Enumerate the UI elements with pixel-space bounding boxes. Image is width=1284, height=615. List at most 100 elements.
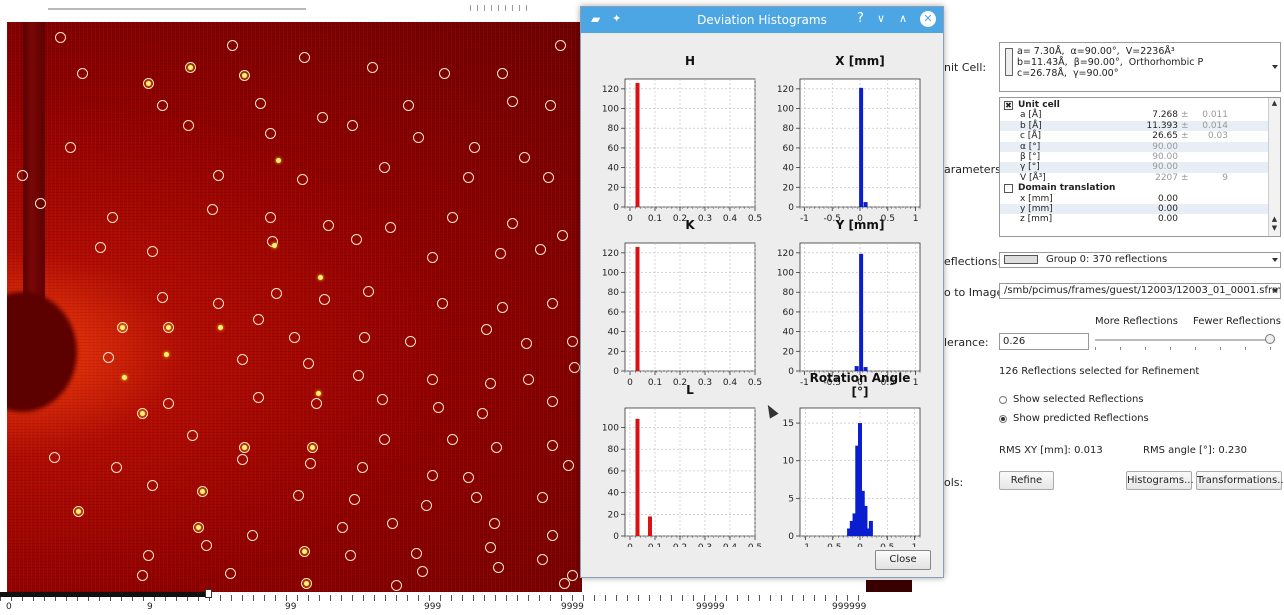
reflection-ring [303,358,314,369]
parameter-value[interactable]: 0.00 [1157,204,1178,214]
parameter-value[interactable]: 90.00 [1152,141,1178,152]
intensity-scale[interactable]: 0 9 99 999 9999 99999 999999 [0,589,870,615]
reflection-ring [271,288,282,299]
goto-image-combo[interactable]: /smb/pcimus/frames/guest/12003/12003_01_… [999,283,1281,299]
parameter-row[interactable]: β [°] 90.00 [1000,152,1268,162]
group-checkbox[interactable] [1004,184,1013,194]
reflection-ring [185,62,196,73]
reflection-ring [237,454,248,465]
tolerance-slider-handle[interactable] [1265,334,1275,344]
bright-spot [276,158,281,163]
y-tick-label: 60 [608,467,620,477]
maximize-icon[interactable]: ∧ [899,12,908,25]
reflection-ring [107,212,118,223]
histogram-title: X [mm] [835,54,884,68]
reflection-ring [337,522,348,533]
reflections-combo[interactable]: Group 0: 370 reflections [999,252,1281,268]
parameters-scrollbar[interactable]: ▲ ▲ ▼ [1268,98,1280,236]
show-selected-radio[interactable] [999,396,1007,404]
reflection-ring [317,112,328,123]
reflection-ring [193,522,204,533]
x-tick-label: -1 [800,214,809,224]
parameter-value[interactable]: 90.00 [1152,152,1178,162]
parameter-row[interactable]: b [Å] 11.393 ±0.014 [1000,120,1268,132]
group-checkbox[interactable]: ✖ [1004,101,1013,110]
parameter-error: 0.014 [1202,120,1228,131]
reflection-ring [463,172,474,183]
dialog-titlebar[interactable]: ▰ ✦ Deviation Histograms ? ∨ ∧ ✕ [581,7,943,33]
scroll-up-icon[interactable]: ▲ [1271,215,1278,223]
x-tick-label: 0 [857,214,863,224]
parameter-row[interactable]: a [Å] 7.268 ±0.011 [1000,110,1268,120]
x-tick-label: 0.2 [673,378,687,388]
top-ticks [470,5,530,11]
y-tick-label: 40 [783,164,795,174]
parameter-value[interactable]: 7.268 [1152,110,1178,121]
parameter-value[interactable]: 2207 [1155,172,1178,183]
pin-icon[interactable]: ✦ [612,12,622,25]
bright-spot [272,243,277,248]
scroll-up-icon[interactable]: ▲ [1271,99,1278,107]
parameter-row[interactable]: y [mm] 0.00 [1000,204,1268,215]
reflection-ring [157,100,168,111]
unit-cell-summary: a= 7.30Å, α=90.00°, V=2236Å³ b=11.43Å, β=… [1017,46,1203,79]
y-tick-label: 120 [602,249,619,259]
histogram-bar [635,82,640,207]
minimize-icon[interactable]: ∨ [877,12,886,25]
close-button[interactable]: Close [875,550,931,570]
reflection-ring [323,220,334,231]
reflection-ring [73,506,84,517]
help-icon[interactable]: ? [857,11,864,26]
diffraction-image[interactable] [7,22,582,592]
more-reflections-label: More Reflections [1095,316,1178,327]
reflection-ring [491,442,502,453]
rms-xy-text: RMS XY [mm]: 0.013 [999,445,1103,456]
parameter-value[interactable]: 90.00 [1152,162,1178,173]
tolerance-slider[interactable] [1095,339,1275,341]
parameter-group-row[interactable]: ✖ Unit cell [1000,100,1268,110]
bright-spot [310,445,315,450]
show-predicted-label[interactable]: Show predicted Reflections [1013,413,1149,424]
parameter-row[interactable]: α [°] 90.00 [1000,141,1268,152]
chevron-down-icon[interactable] [1272,289,1278,293]
reflection-ring [247,530,258,541]
histogram-bar [858,423,862,536]
reflection-ring [299,546,310,557]
chevron-down-icon[interactable] [1272,258,1278,262]
y-tick-label: 120 [777,249,794,259]
reflection-ring [427,374,438,385]
histograms-button[interactable]: Histograms... [1126,471,1194,490]
x-tick-label: -0.5 [823,214,841,224]
reflections-value: Group 0: 370 reflections [1046,254,1168,265]
reflection-ring [489,518,500,529]
beamstop [23,22,45,362]
scroll-down-icon[interactable]: ▼ [1271,224,1278,232]
parameter-row[interactable]: z [mm] 0.00 [1000,214,1268,224]
close-icon[interactable]: ✕ [920,11,936,27]
y-tick-label: 80 [783,124,795,134]
unit-cell-line: b=11.43Å, β=90.00°, Orthorhombic P [1017,57,1204,68]
parameters-table[interactable]: ✖ Unit cell a [Å] 7.268 ±0.011 b [Å] 11.393 ±0.… [999,97,1281,237]
parameter-value[interactable]: 11.393 [1146,120,1179,131]
transformations-button[interactable]: Transformations... [1196,471,1284,490]
tolerance-input[interactable]: 0.26 [999,333,1089,350]
parameter-value[interactable]: 0.00 [1157,193,1178,204]
show-selected-label[interactable]: Show selected Reflections [1013,394,1144,405]
histogram-bar [635,418,640,536]
parameter-row[interactable]: γ [°] 90.00 [1000,162,1268,173]
parameter-value[interactable]: 0.00 [1157,214,1178,225]
parameter-row[interactable]: x [mm] 0.00 [1000,194,1268,204]
refine-button[interactable]: Refine [999,471,1054,490]
x-tick-label: 0.2 [673,543,687,547]
show-predicted-radio[interactable] [999,415,1007,423]
scale-handle[interactable] [205,589,212,598]
chevron-down-icon[interactable] [1272,65,1278,69]
parameter-row[interactable]: c [Å] 26.65 ±0.03 [1000,131,1268,141]
fewer-reflections-label: Fewer Reflections [1193,316,1281,327]
parameter-row[interactable]: V [Å³] 2207 ±9 [1000,173,1268,183]
top-slider[interactable] [48,8,306,10]
unit-cell-dropdown[interactable]: a= 7.30Å, α=90.00°, V=2236Å³ b=11.43Å, β=… [999,42,1281,92]
bright-spot [76,509,81,514]
parameter-group-row[interactable]: Domain translation [1000,183,1268,194]
parameter-value[interactable]: 26.65 [1152,131,1178,142]
